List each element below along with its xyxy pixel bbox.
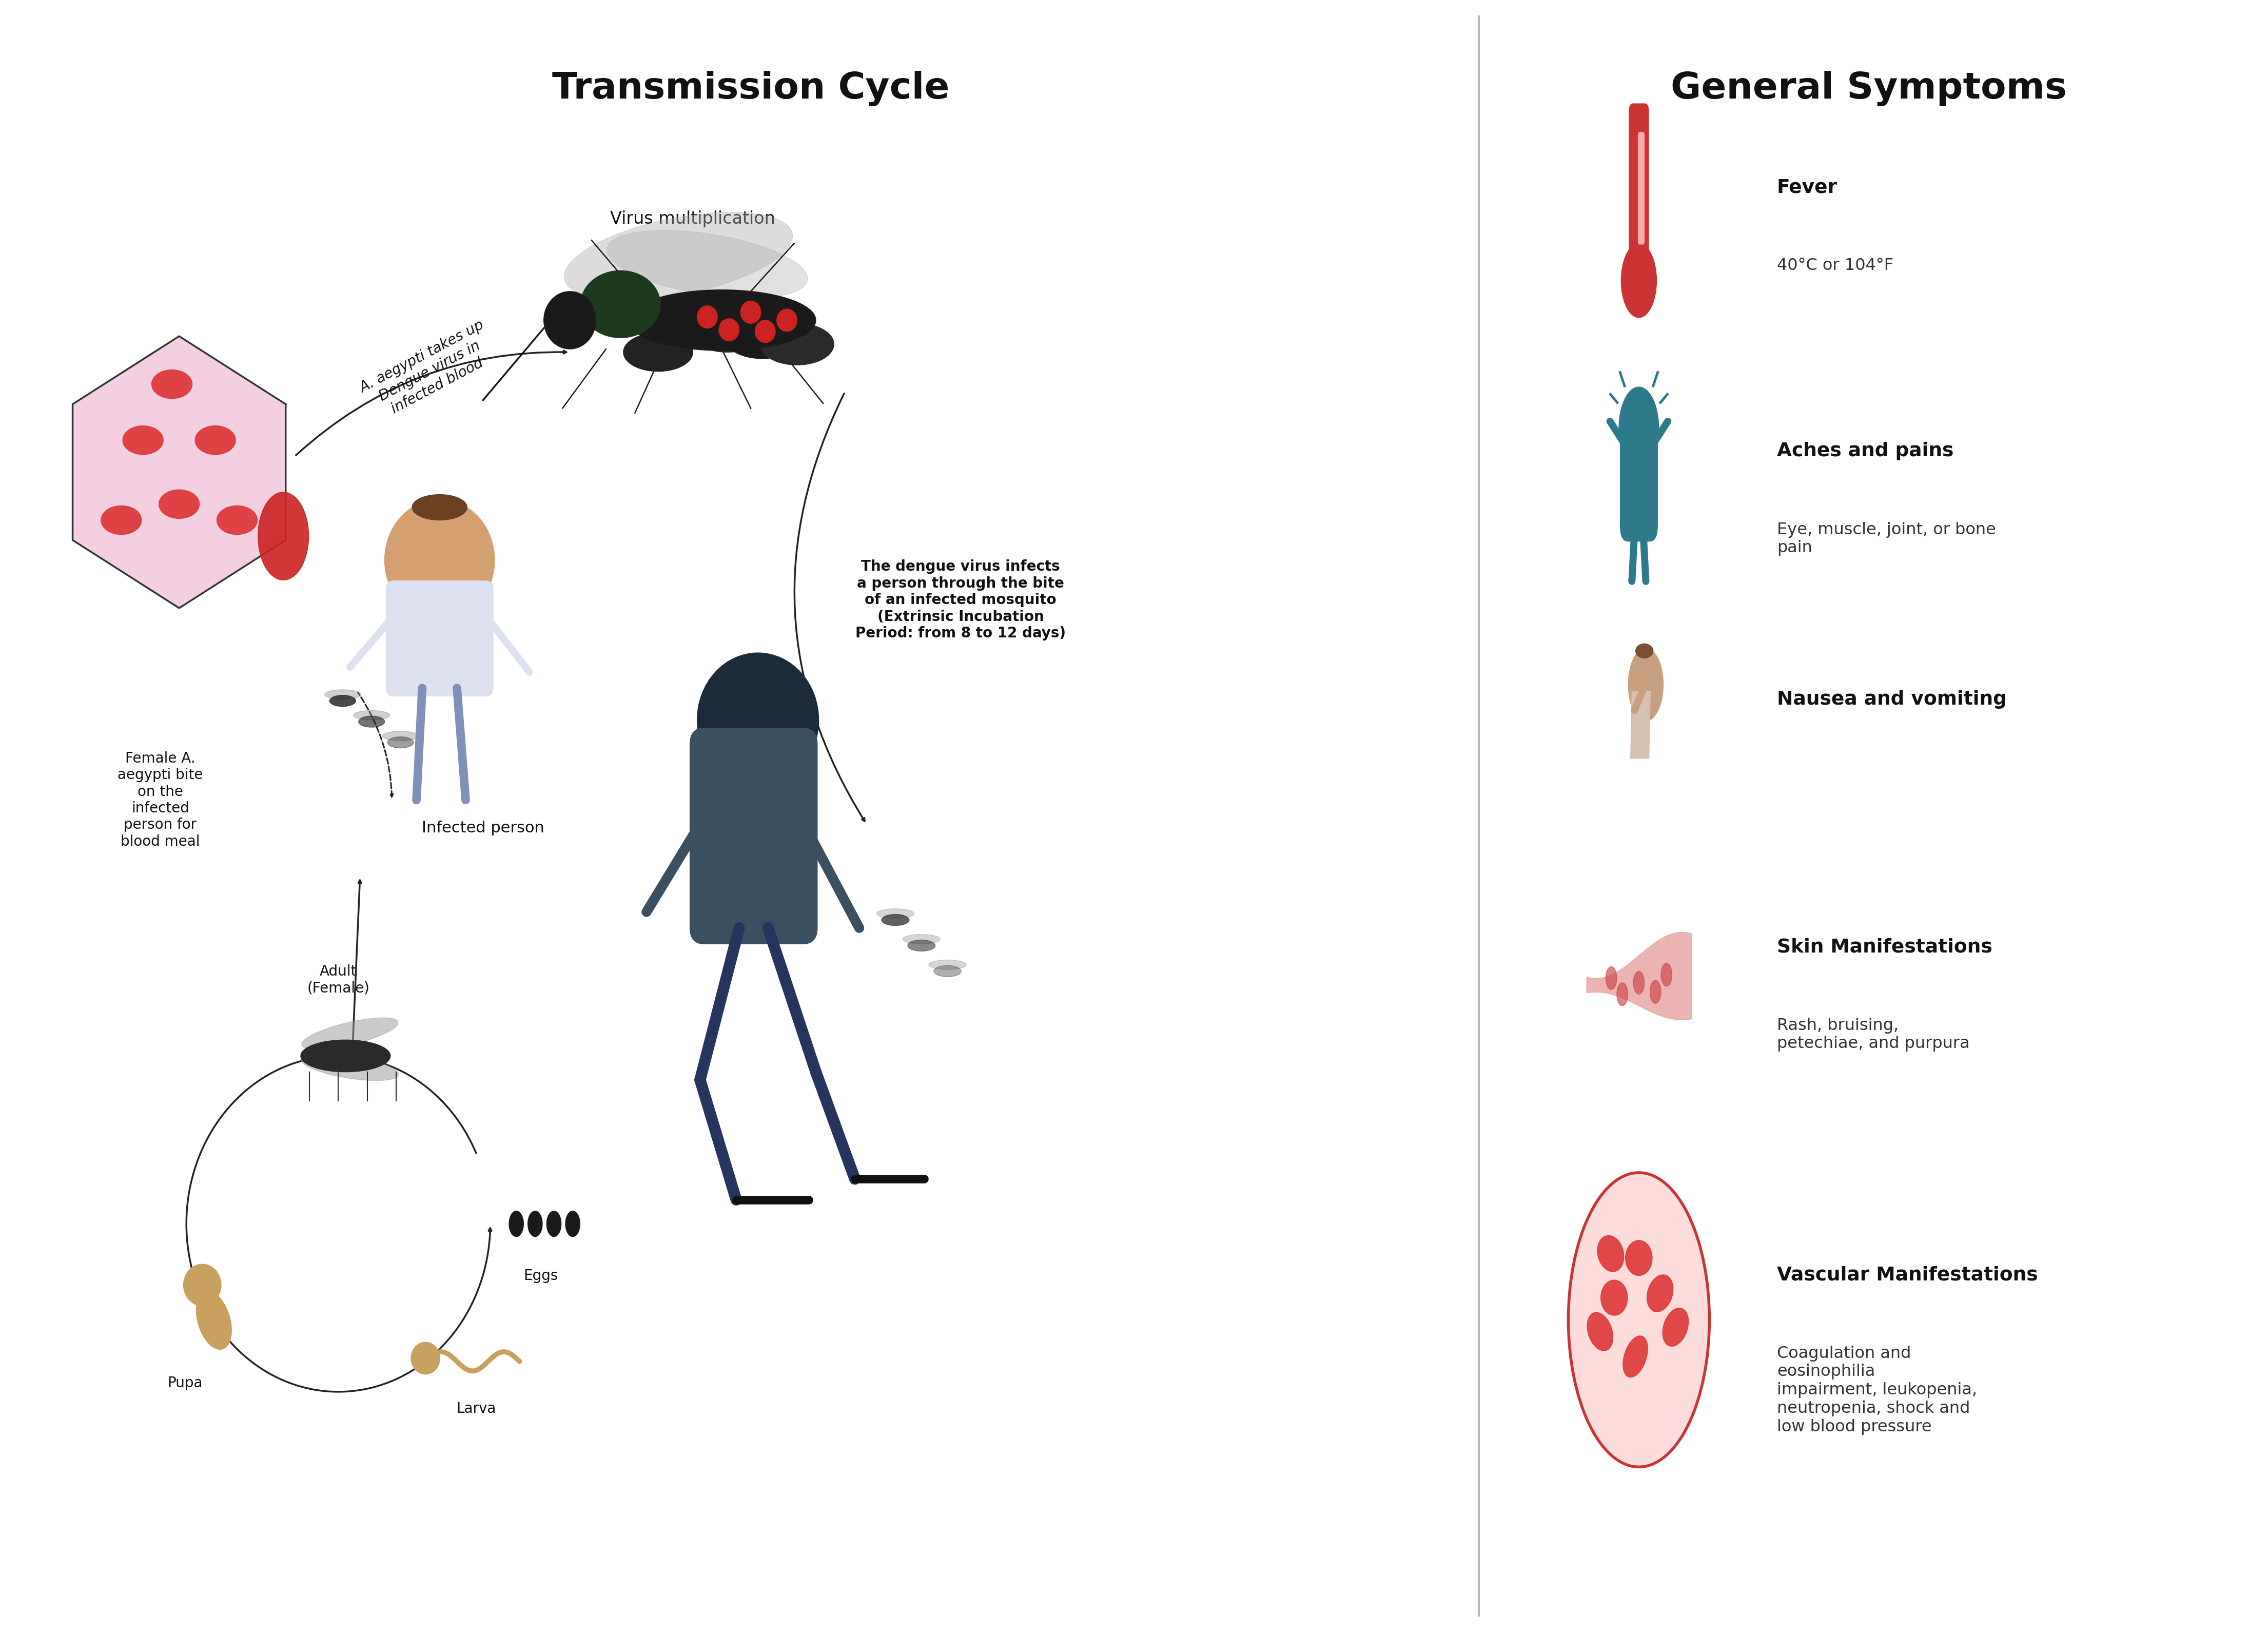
Text: Eggs: Eggs [524,1268,558,1283]
Text: Adult
(Female): Adult (Female) [306,965,370,996]
Text: Fever: Fever [1776,178,1837,197]
Text: Larva: Larva [456,1402,497,1415]
Circle shape [742,300,760,323]
Circle shape [1617,982,1628,1005]
Circle shape [1619,387,1658,470]
Text: Aches and pains: Aches and pains [1776,442,1953,460]
Ellipse shape [122,426,163,455]
Text: Coagulation and
eosinophilia
impairment, leukopenia,
neutropenia, shock and
low : Coagulation and eosinophilia impairment,… [1776,1345,1978,1435]
Ellipse shape [649,295,737,346]
Ellipse shape [1635,643,1653,658]
Circle shape [1660,963,1672,986]
Circle shape [696,305,717,328]
Ellipse shape [565,212,792,300]
Text: Skin Manifestations: Skin Manifestations [1776,938,1991,956]
Ellipse shape [760,323,835,366]
Ellipse shape [528,1211,542,1237]
Ellipse shape [934,966,962,976]
Text: Pupa: Pupa [168,1376,202,1390]
Ellipse shape [1647,1275,1674,1312]
Ellipse shape [302,1054,399,1080]
Ellipse shape [329,695,356,707]
Ellipse shape [547,1211,560,1237]
Ellipse shape [1597,1235,1624,1271]
Ellipse shape [354,710,390,720]
Circle shape [1633,971,1644,994]
Text: Virus multiplication: Virus multiplication [610,211,776,227]
Ellipse shape [259,493,308,579]
Circle shape [411,1342,440,1374]
Text: Nausea and vomiting: Nausea and vomiting [1776,690,2007,708]
Text: A. aegypti takes up
Dengue virus in
infected blood: A. aegypti takes up Dengue virus in infe… [356,318,501,424]
Text: Rash, bruising,
petechiae, and purpura: Rash, bruising, petechiae, and purpura [1776,1017,1969,1051]
Ellipse shape [358,716,386,728]
Circle shape [184,1265,220,1306]
Ellipse shape [1626,1240,1653,1276]
FancyBboxPatch shape [689,728,816,943]
Circle shape [1628,648,1662,721]
Ellipse shape [302,1018,399,1049]
Ellipse shape [907,940,934,951]
Ellipse shape [723,313,801,359]
Text: General Symptoms: General Symptoms [1672,70,2066,106]
Ellipse shape [628,290,816,351]
Ellipse shape [687,304,769,353]
Circle shape [755,320,776,343]
Ellipse shape [102,506,141,535]
Text: The dengue virus infects
a person through the bite
of an infected mosquito
(Extr: The dengue virus infects a person throug… [855,560,1066,640]
Ellipse shape [903,935,941,943]
Ellipse shape [218,506,256,535]
Circle shape [1606,966,1617,989]
FancyBboxPatch shape [1619,418,1658,542]
Ellipse shape [581,271,660,338]
Ellipse shape [565,1211,581,1237]
Ellipse shape [197,1291,231,1350]
Ellipse shape [388,736,413,747]
Ellipse shape [383,731,420,741]
Circle shape [544,292,596,349]
FancyBboxPatch shape [1628,104,1649,256]
FancyBboxPatch shape [386,581,492,697]
Ellipse shape [928,960,966,969]
Polygon shape [1631,692,1651,759]
Ellipse shape [413,494,467,521]
Text: Female A.
aegypti bite
on the
infected
person for
blood meal: Female A. aegypti bite on the infected p… [118,751,204,849]
Text: Eye, muscle, joint, or bone
pain: Eye, muscle, joint, or bone pain [1776,522,1996,557]
Ellipse shape [1624,1337,1647,1377]
Circle shape [696,653,819,787]
Ellipse shape [1662,1307,1687,1346]
Circle shape [1649,981,1660,1004]
Ellipse shape [1588,1312,1613,1351]
Text: Vascular Manifestations: Vascular Manifestations [1776,1266,2039,1284]
Ellipse shape [1601,1279,1628,1315]
Circle shape [776,308,796,331]
Ellipse shape [878,909,914,919]
Ellipse shape [195,426,236,455]
Ellipse shape [324,690,361,698]
Ellipse shape [608,230,807,299]
Text: 40°C or 104°F: 40°C or 104°F [1776,258,1894,274]
Text: Transmission Cycle: Transmission Cycle [551,70,950,106]
Polygon shape [73,336,286,609]
Circle shape [719,318,739,341]
Circle shape [1569,1173,1710,1467]
Ellipse shape [508,1211,524,1237]
Circle shape [386,499,494,620]
Ellipse shape [624,333,692,372]
FancyBboxPatch shape [1637,132,1644,245]
Ellipse shape [152,370,193,398]
Circle shape [1622,243,1656,318]
Ellipse shape [302,1040,390,1072]
Text: Infected person: Infected person [422,821,544,836]
Ellipse shape [882,914,909,925]
Ellipse shape [159,490,200,519]
